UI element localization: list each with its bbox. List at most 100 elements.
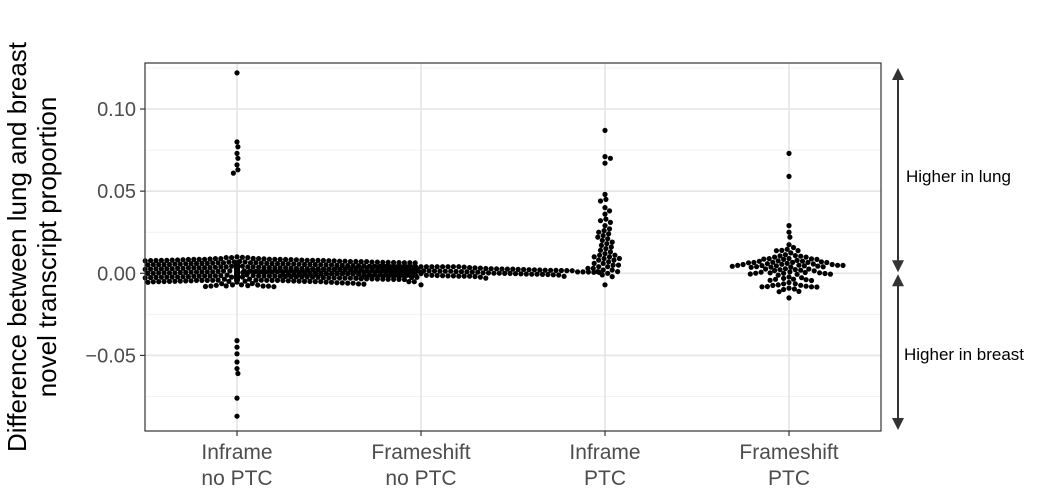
data-point [600, 232, 606, 239]
data-point [307, 261, 313, 268]
data-point [240, 269, 246, 276]
data-point [175, 274, 181, 280]
data-point [234, 366, 240, 372]
data-point [453, 268, 459, 275]
data-point [359, 265, 365, 271]
data-point [523, 271, 529, 277]
data-point [761, 256, 767, 262]
data-point [402, 273, 408, 279]
data-point [230, 170, 236, 176]
data-point [534, 271, 540, 277]
data-point [601, 255, 607, 262]
data-point [220, 268, 227, 274]
data-point [301, 278, 308, 284]
data-point [596, 264, 602, 270]
data-point [253, 260, 259, 266]
x-tick-label: Frameshift [371, 441, 470, 464]
data-point [299, 257, 305, 263]
data-point [779, 247, 785, 253]
data-point [307, 278, 313, 284]
data-point [775, 272, 781, 278]
data-point [377, 269, 384, 275]
data-point [161, 270, 167, 276]
data-point [383, 268, 389, 275]
data-point [407, 260, 413, 266]
data-point [602, 205, 608, 211]
data-point [781, 286, 787, 293]
data-point [196, 256, 202, 262]
data-point [756, 258, 762, 264]
data-point [781, 270, 787, 276]
data-point [431, 268, 438, 274]
data-point [456, 264, 462, 270]
data-point [337, 275, 343, 281]
data-point [605, 264, 611, 270]
data-point [585, 265, 591, 271]
data-point [790, 244, 797, 251]
data-point [747, 271, 753, 277]
data-point [235, 144, 241, 150]
data-point [164, 274, 170, 280]
data-point [603, 196, 609, 202]
x-tick-label: Frameshift [739, 441, 838, 464]
data-point [545, 271, 551, 278]
data-point [483, 275, 489, 281]
data-point [391, 273, 397, 279]
data-point [407, 264, 413, 270]
data-point [266, 273, 272, 279]
data-point [537, 267, 543, 273]
data-point [253, 277, 259, 283]
data-point [239, 263, 245, 269]
data-point [820, 264, 826, 270]
x-tick-label: Inframe [569, 441, 640, 464]
data-point [386, 264, 392, 270]
data-point [169, 274, 175, 280]
data-point [763, 266, 769, 272]
data-point [827, 271, 834, 277]
data-point [374, 259, 380, 265]
data-point [603, 216, 609, 222]
data-point [285, 261, 291, 267]
data-point [418, 271, 424, 277]
data-point [786, 274, 792, 280]
data-point [556, 272, 562, 278]
data-point [461, 264, 467, 270]
data-point [258, 260, 264, 266]
x-tick-label: PTC [768, 467, 810, 490]
data-point [375, 273, 381, 279]
data-point [782, 266, 789, 272]
data-point [323, 271, 330, 277]
data-point [350, 280, 356, 286]
data-point [234, 395, 240, 401]
data-point [385, 259, 391, 265]
data-point [296, 278, 302, 284]
data-point [274, 277, 281, 283]
data-point [472, 265, 478, 271]
data-point [394, 268, 400, 274]
data-point [598, 242, 605, 248]
data-point [788, 264, 794, 270]
data-point [784, 246, 790, 252]
data-point [786, 223, 792, 229]
data-point [286, 272, 292, 278]
data-point [799, 275, 805, 281]
data-point [332, 266, 338, 272]
data-point [202, 265, 208, 271]
data-point [794, 257, 800, 263]
x-tick-label: Inframe [201, 441, 272, 464]
data-point [399, 268, 405, 274]
data-point [602, 191, 608, 197]
data-point [434, 264, 440, 270]
data-point [353, 275, 359, 281]
data-point [193, 261, 200, 267]
data-point [223, 283, 229, 289]
data-point [202, 283, 209, 290]
data-point [359, 275, 365, 281]
data-point [445, 264, 451, 270]
data-point [310, 267, 316, 273]
data-point [158, 257, 164, 263]
y-tick-label: −0.05 [85, 345, 136, 367]
data-point [345, 270, 351, 276]
data-point [569, 268, 575, 274]
data-point [261, 269, 267, 275]
